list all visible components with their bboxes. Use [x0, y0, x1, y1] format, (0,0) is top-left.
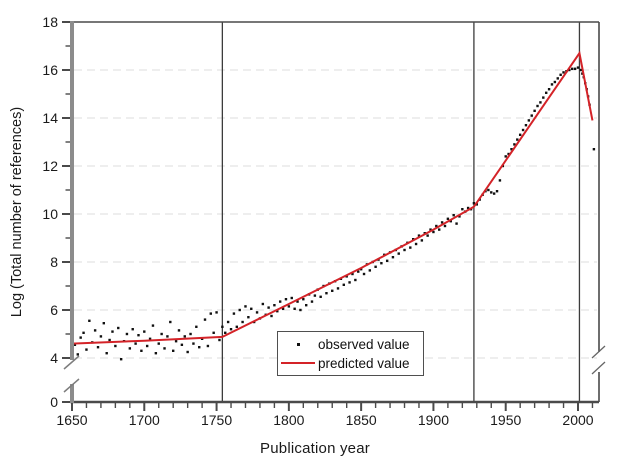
svg-text:10: 10 — [42, 206, 58, 222]
legend-item-predicted: predicted value — [278, 355, 423, 371]
svg-text:1700: 1700 — [129, 412, 160, 428]
svg-text:1750: 1750 — [201, 412, 232, 428]
svg-text:14: 14 — [42, 110, 58, 126]
svg-text:8: 8 — [50, 254, 58, 270]
svg-text:1900: 1900 — [418, 412, 449, 428]
reference-lines — [221, 22, 581, 402]
predicted-line-series — [71, 50, 594, 345]
svg-text:12: 12 — [42, 158, 58, 174]
svg-text:0: 0 — [50, 394, 58, 410]
svg-text:2000: 2000 — [562, 412, 593, 428]
svg-text:6: 6 — [50, 302, 58, 318]
legend-predicted-label: predicted value — [318, 355, 410, 371]
legend-observed-label: observed value — [318, 336, 410, 352]
observed-square-marker-icon — [278, 342, 318, 346]
svg-text:1650: 1650 — [56, 412, 87, 428]
x-axis-title: Publication year — [260, 440, 370, 457]
svg-text:1950: 1950 — [490, 412, 521, 428]
svg-text:4: 4 — [50, 350, 58, 366]
gridlines — [74, 69, 597, 359]
svg-text:16: 16 — [42, 62, 58, 78]
svg-text:1850: 1850 — [346, 412, 377, 428]
y-axis-title: Log (Total number of references) — [9, 106, 25, 318]
legend-box: observed value predicted value — [277, 331, 424, 376]
svg-text:18: 18 — [42, 14, 58, 30]
tick-labels: 1650 1700 1750 1800 1850 1900 1950 2000 0 4 6 8 10 12… — [42, 14, 593, 428]
predicted-line-marker-icon — [278, 362, 318, 364]
legend-item-observed: observed value — [278, 336, 423, 352]
axes-frame — [62, 21, 606, 411]
svg-text:1800: 1800 — [273, 412, 304, 428]
